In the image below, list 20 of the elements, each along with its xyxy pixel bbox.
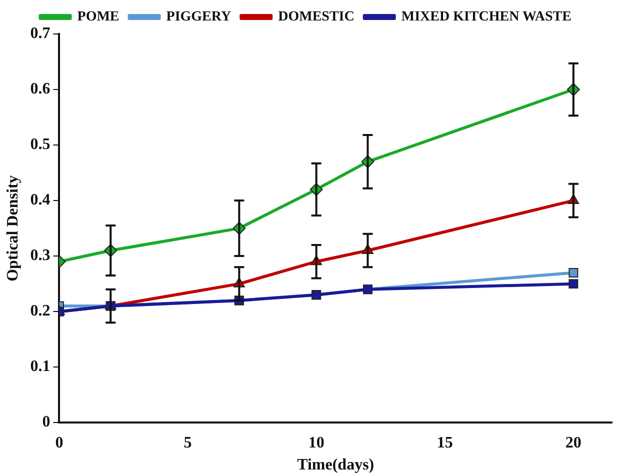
x-tick-label: 0 [55, 434, 64, 452]
y-tick-label: 0.4 [30, 192, 50, 209]
x-tick-label: 10 [308, 434, 324, 452]
y-tick-label: 0.6 [30, 80, 50, 98]
x-tick-label: 15 [436, 434, 453, 452]
legend-label: POME [77, 10, 120, 25]
legend-label: MIXED KITCHEN WASTE [401, 10, 572, 25]
legend-label: PIGGERY [166, 10, 232, 25]
y-tick-label: 0.5 [30, 136, 50, 154]
y-tick-label: 0 [42, 414, 50, 431]
y-tick-label: 0.2 [30, 302, 50, 320]
y-tick-label: 0.3 [30, 247, 50, 264]
y-axis-title: Optical Density [4, 175, 22, 282]
point [568, 279, 578, 289]
y-tick-label: 0.7 [30, 25, 50, 42]
x-tick-label: 5 [184, 434, 192, 452]
x-axis-title: Time(days) [297, 456, 374, 474]
legend-label: DOMESTIC [278, 10, 354, 25]
x-tick-label: 20 [565, 434, 582, 452]
y-tick-label: 0.1 [30, 358, 50, 376]
